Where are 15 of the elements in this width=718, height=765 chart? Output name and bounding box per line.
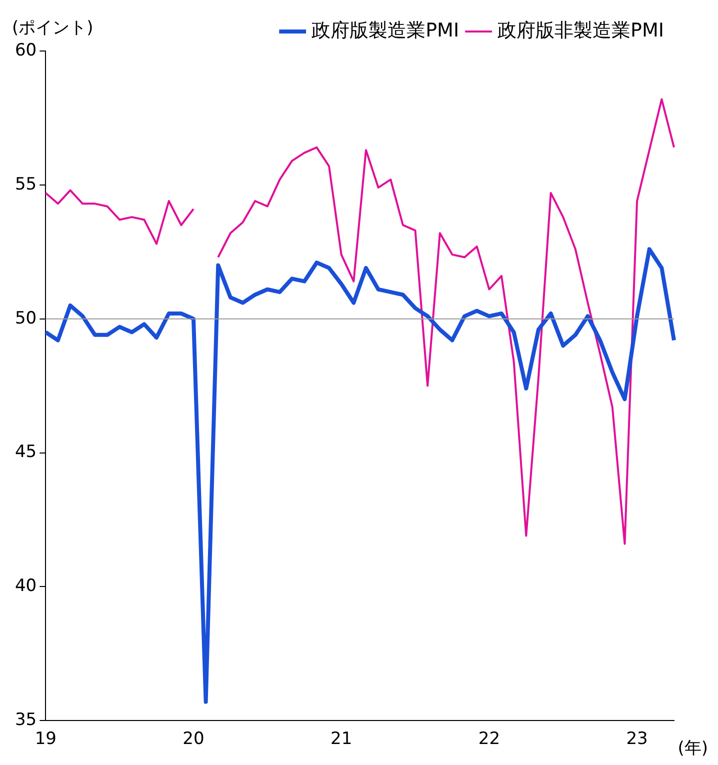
legend-label: 政府版非製造業PMI xyxy=(498,19,664,42)
x-tick-label: 20 xyxy=(182,729,204,750)
y-tick-label: 50 xyxy=(14,308,37,328)
y-tick-label: 45 xyxy=(14,442,37,462)
x-tick-label: 21 xyxy=(330,729,352,750)
legend-label: 政府版製造業PMI xyxy=(312,19,460,42)
x-tick-label: 23 xyxy=(626,729,648,750)
y-tick-label: 60 xyxy=(14,40,37,60)
x-tick-label: 19 xyxy=(34,729,56,750)
y-tick-label: 35 xyxy=(14,710,37,730)
x-tick-label: 22 xyxy=(478,729,500,750)
y-axis-title: (ポイント) xyxy=(12,18,94,38)
x-axis-title: (年) xyxy=(678,738,708,759)
y-tick-label: 55 xyxy=(14,174,37,194)
y-tick-label: 40 xyxy=(14,576,37,596)
